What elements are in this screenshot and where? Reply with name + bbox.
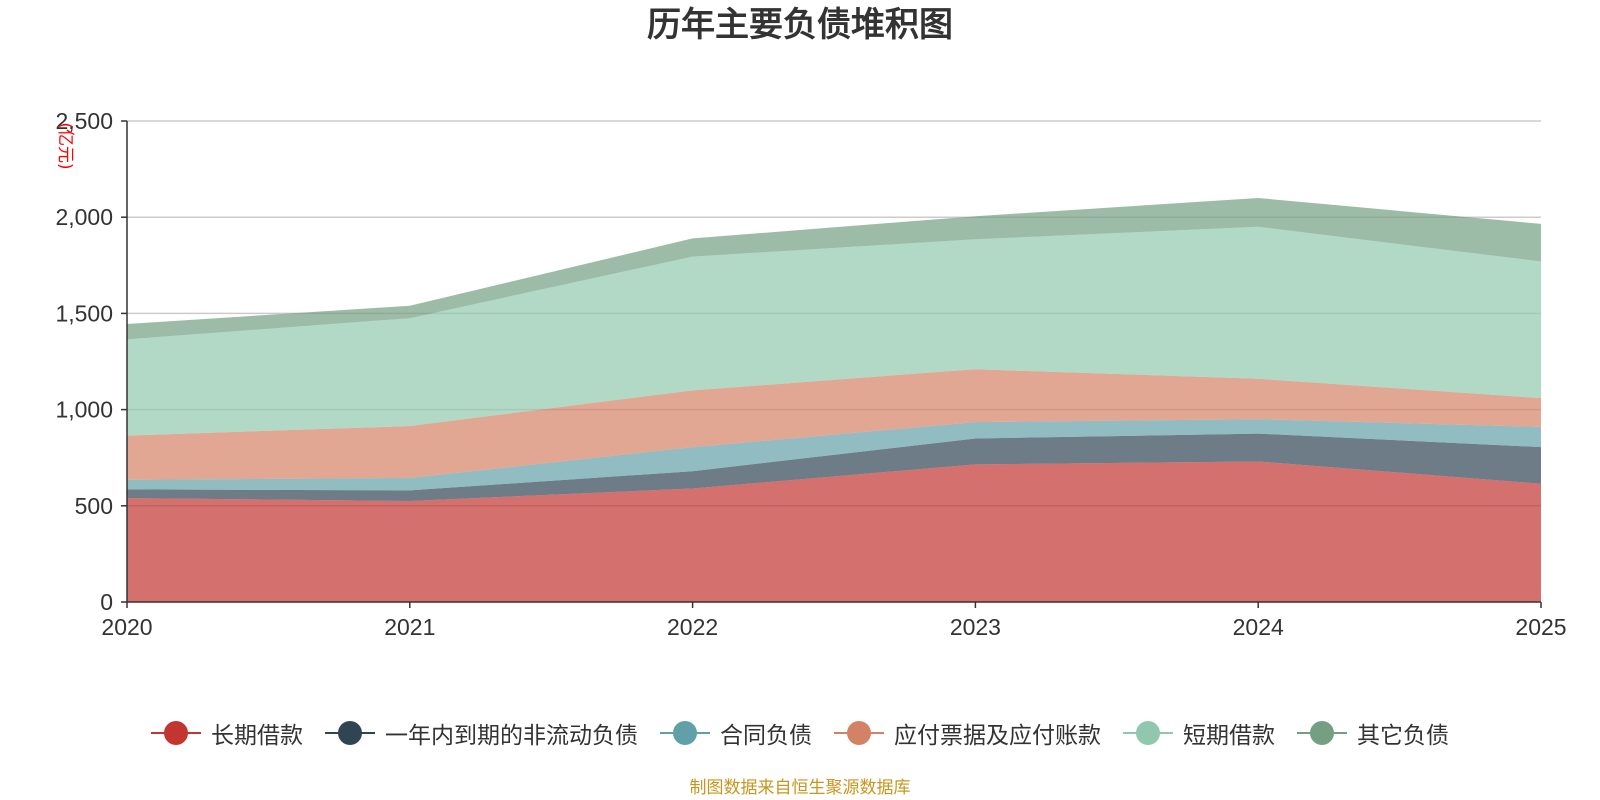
legend-dot-icon — [1136, 721, 1160, 745]
legend-label: 长期借款 — [211, 722, 303, 748]
chart-legend: 长期借款 一年内到期的非流动负债 合同负债 应付票据及应付账款 短期借款 其它负债 — [0, 716, 1600, 750]
legend-dot-icon — [338, 721, 362, 745]
legend-marker-icon — [151, 721, 201, 745]
x-tick-label: 2020 — [101, 614, 152, 640]
y-tick-label: 0 — [100, 589, 113, 615]
chart-plot: 0 500 1,000 1,500 2,000 2,500 2020 2021 2022 2023… — [55, 108, 1567, 640]
area-series-4 — [127, 369, 1541, 480]
legend-item-3[interactable]: 合同负债 — [660, 716, 812, 750]
area-series-5 — [127, 226, 1541, 436]
area-series-2 — [127, 433, 1541, 501]
x-tick-label: 2021 — [384, 614, 435, 640]
legend-marker-icon — [834, 721, 884, 745]
legend-dot-icon — [847, 721, 871, 745]
legend-label: 其它负债 — [1357, 722, 1449, 748]
legend-item-2[interactable]: 一年内到期的非流动负债 — [325, 716, 638, 750]
x-tick-label: 2024 — [1233, 614, 1284, 640]
x-tick-label: 2023 — [950, 614, 1001, 640]
area-series-1 — [127, 461, 1541, 602]
legend-dot-icon — [673, 721, 697, 745]
legend-item-4[interactable]: 应付票据及应付账款 — [834, 716, 1101, 750]
legend-marker-icon — [1297, 721, 1347, 745]
area-series-6 — [127, 198, 1541, 340]
legend-dot-icon — [1310, 721, 1334, 745]
y-tick-label: 1,000 — [55, 397, 113, 423]
y-tick-label: 2,000 — [55, 204, 113, 230]
y-tick-label: 500 — [75, 493, 113, 519]
x-tick-label: 2025 — [1515, 614, 1566, 640]
legend-label: 合同负债 — [720, 722, 812, 748]
area-series-3 — [127, 419, 1541, 491]
y-tick-label: 2,500 — [55, 108, 113, 134]
legend-marker-icon — [1123, 721, 1173, 745]
source-note: 制图数据来自恒生聚源数据库 — [689, 778, 911, 797]
chart-title: 历年主要负债堆积图 — [647, 6, 953, 44]
legend-item-5[interactable]: 短期借款 — [1123, 716, 1275, 750]
legend-item-1[interactable]: 长期借款 — [151, 716, 303, 750]
legend-label: 应付票据及应付账款 — [894, 722, 1101, 748]
legend-item-6[interactable]: 其它负债 — [1297, 716, 1449, 750]
y-axis-label: (亿元) — [55, 122, 75, 169]
y-tick-label: 1,500 — [55, 300, 113, 326]
x-tick-label: 2022 — [667, 614, 718, 640]
legend-marker-icon — [325, 721, 375, 745]
legend-marker-icon — [660, 721, 710, 745]
legend-label: 短期借款 — [1183, 722, 1275, 748]
legend-dot-icon — [164, 721, 188, 745]
legend-label: 一年内到期的非流动负债 — [385, 722, 638, 748]
